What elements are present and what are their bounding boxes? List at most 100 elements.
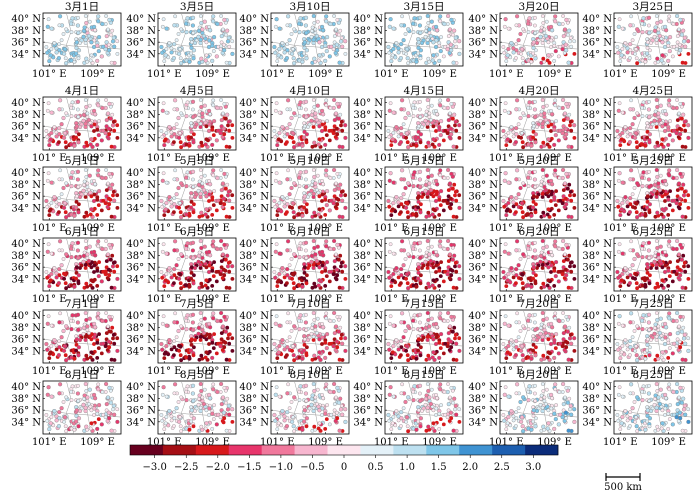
station-marker <box>641 30 645 34</box>
station-marker <box>46 179 49 182</box>
station-marker <box>207 179 210 182</box>
station-marker <box>291 345 294 348</box>
station-marker <box>283 276 287 280</box>
lat-tick-label: 34° N <box>126 133 156 144</box>
station-marker <box>203 317 207 321</box>
station-marker <box>389 315 392 318</box>
station-marker <box>231 277 235 281</box>
station-marker <box>179 61 183 65</box>
station-marker <box>205 278 209 282</box>
station-marker <box>84 141 88 145</box>
station-marker <box>388 179 392 183</box>
station-marker <box>446 131 450 135</box>
station-marker <box>281 338 285 342</box>
station-marker <box>550 254 553 257</box>
station-marker <box>420 195 424 199</box>
station-marker <box>512 205 516 209</box>
station-marker <box>655 311 658 314</box>
station-marker <box>626 135 629 138</box>
station-marker <box>45 129 48 132</box>
station-marker <box>681 358 685 362</box>
station-marker <box>172 56 176 60</box>
station-marker <box>96 173 100 177</box>
station-marker <box>65 28 68 31</box>
station-marker <box>199 141 203 145</box>
station-marker <box>506 53 510 57</box>
station-marker <box>179 286 183 290</box>
station-marker <box>290 52 294 56</box>
station-marker <box>532 337 536 341</box>
station-marker <box>77 48 81 52</box>
station-marker <box>96 316 100 320</box>
station-marker <box>192 345 196 349</box>
station-marker <box>391 207 395 211</box>
station-marker <box>562 118 566 122</box>
station-marker <box>534 353 538 357</box>
station-marker <box>573 136 577 140</box>
station-marker <box>288 336 291 339</box>
station-marker <box>683 270 687 274</box>
station-marker <box>520 47 524 51</box>
station-marker <box>164 207 168 211</box>
station-marker <box>160 342 164 346</box>
lat-tick-label: 38° N <box>353 323 383 334</box>
station-marker <box>76 24 80 28</box>
lat-tick-label: 36° N <box>11 122 41 133</box>
station-marker <box>389 284 393 288</box>
station-marker <box>82 332 85 335</box>
station-marker <box>434 179 438 183</box>
lat-tick-label: 38° N <box>126 110 156 121</box>
station-marker <box>565 315 568 318</box>
station-marker <box>666 143 670 147</box>
station-marker <box>320 179 323 182</box>
station-marker <box>321 325 325 329</box>
station-marker <box>424 189 428 193</box>
station-marker <box>222 340 226 344</box>
station-marker <box>417 265 421 269</box>
station-marker <box>514 353 518 357</box>
station-marker <box>432 278 436 282</box>
station-marker <box>521 57 524 60</box>
station-marker <box>95 213 99 217</box>
station-marker <box>333 259 337 263</box>
station-marker <box>100 209 104 213</box>
station-marker <box>663 250 666 253</box>
station-marker <box>325 260 329 264</box>
station-marker <box>418 321 421 324</box>
station-marker <box>344 206 348 210</box>
station-marker <box>573 52 577 56</box>
station-marker <box>392 27 396 31</box>
lat-tick-label: 34° N <box>468 133 498 144</box>
lat-tick-label: 36° N <box>468 263 498 274</box>
station-marker <box>338 215 342 219</box>
panel-title: 4月25日 <box>632 85 673 97</box>
station-marker <box>278 111 281 114</box>
station-marker <box>678 43 681 46</box>
station-marker <box>680 33 684 37</box>
station-marker <box>424 35 427 38</box>
station-marker <box>406 27 410 31</box>
station-marker <box>658 259 662 263</box>
station-marker <box>641 327 645 331</box>
station-marker <box>173 169 176 172</box>
station-marker <box>47 18 50 21</box>
station-marker <box>452 358 456 362</box>
station-marker <box>621 252 625 256</box>
panel-title: 5月1日 <box>65 155 99 167</box>
station-marker <box>647 241 651 245</box>
station-marker <box>642 241 646 245</box>
station-marker <box>553 19 557 23</box>
station-marker <box>406 181 410 185</box>
station-marker <box>405 344 409 348</box>
station-marker <box>671 280 675 284</box>
station-marker <box>219 168 222 171</box>
lat-tick-label: 38° N <box>353 110 383 121</box>
station-marker <box>683 199 687 203</box>
station-marker <box>231 52 235 56</box>
station-marker <box>552 143 556 147</box>
station-marker <box>305 273 309 277</box>
station-marker <box>635 215 639 219</box>
station-marker <box>531 206 535 210</box>
lon-tick-label: 109° E <box>651 69 686 80</box>
station-marker <box>648 210 652 214</box>
